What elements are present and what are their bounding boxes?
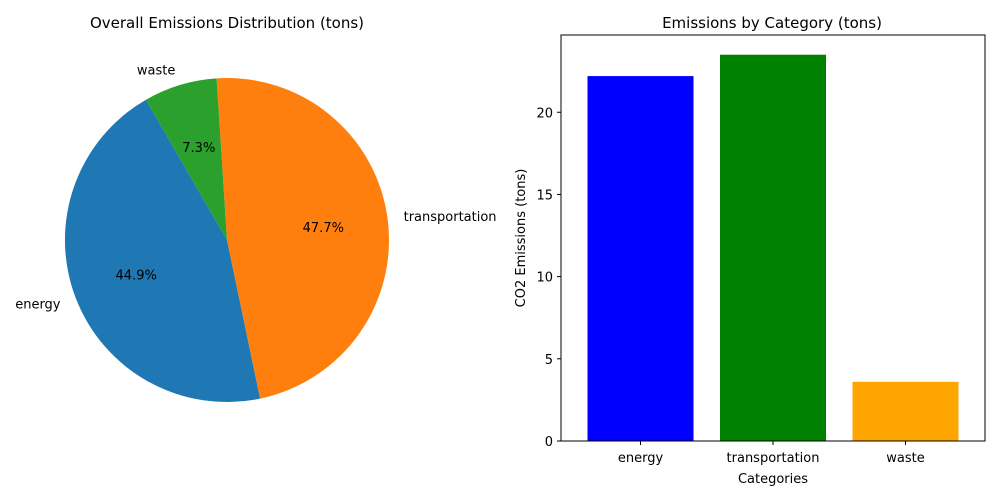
bar-chart: Emissions by Category (tons) energy trans… (514, 14, 986, 487)
bar-energy (587, 76, 694, 441)
y-tick-label: 20 (536, 106, 553, 121)
pie-percent-energy: 44.9% (116, 269, 157, 284)
x-axis-label: Categories (738, 472, 808, 487)
pie-label-energy: energy (15, 298, 61, 313)
x-tick-label: energy (618, 451, 664, 466)
y-ticks: 0 5 10 15 20 (536, 106, 561, 450)
pie-slice-waste (146, 78, 227, 240)
pie-percent-transportation: 47.7% (303, 221, 344, 236)
pie-label-waste: waste (137, 63, 175, 78)
pie-percent-waste: 7.3% (182, 141, 215, 156)
y-tick-label: 5 (545, 353, 553, 368)
x-ticks: energy transportation waste (618, 441, 925, 466)
pie-chart: Overall Emissions Distribution (tons) en… (15, 14, 497, 403)
bar-waste (852, 381, 959, 441)
bar-title: Emissions by Category (tons) (662, 14, 882, 32)
pie-slices (64, 78, 390, 403)
y-tick-label: 15 (536, 188, 553, 203)
y-tick-label: 10 (536, 271, 553, 286)
bar-marks (587, 54, 959, 441)
x-tick-label: waste (886, 451, 924, 466)
pie-title: Overall Emissions Distribution (tons) (90, 14, 364, 32)
pie-slice-transportation (216, 78, 390, 399)
y-tick-label: 0 (545, 435, 553, 450)
x-tick-label: transportation (727, 451, 820, 466)
pie-slice-energy (64, 99, 261, 403)
y-axis-label: CO2 Emissions (tons) (514, 169, 529, 308)
bar-transportation (720, 54, 826, 441)
pie-labels: energy 44.9% transportation 47.7% waste 7.3% (15, 63, 496, 312)
pie-label-transportation: transportation (404, 210, 497, 225)
